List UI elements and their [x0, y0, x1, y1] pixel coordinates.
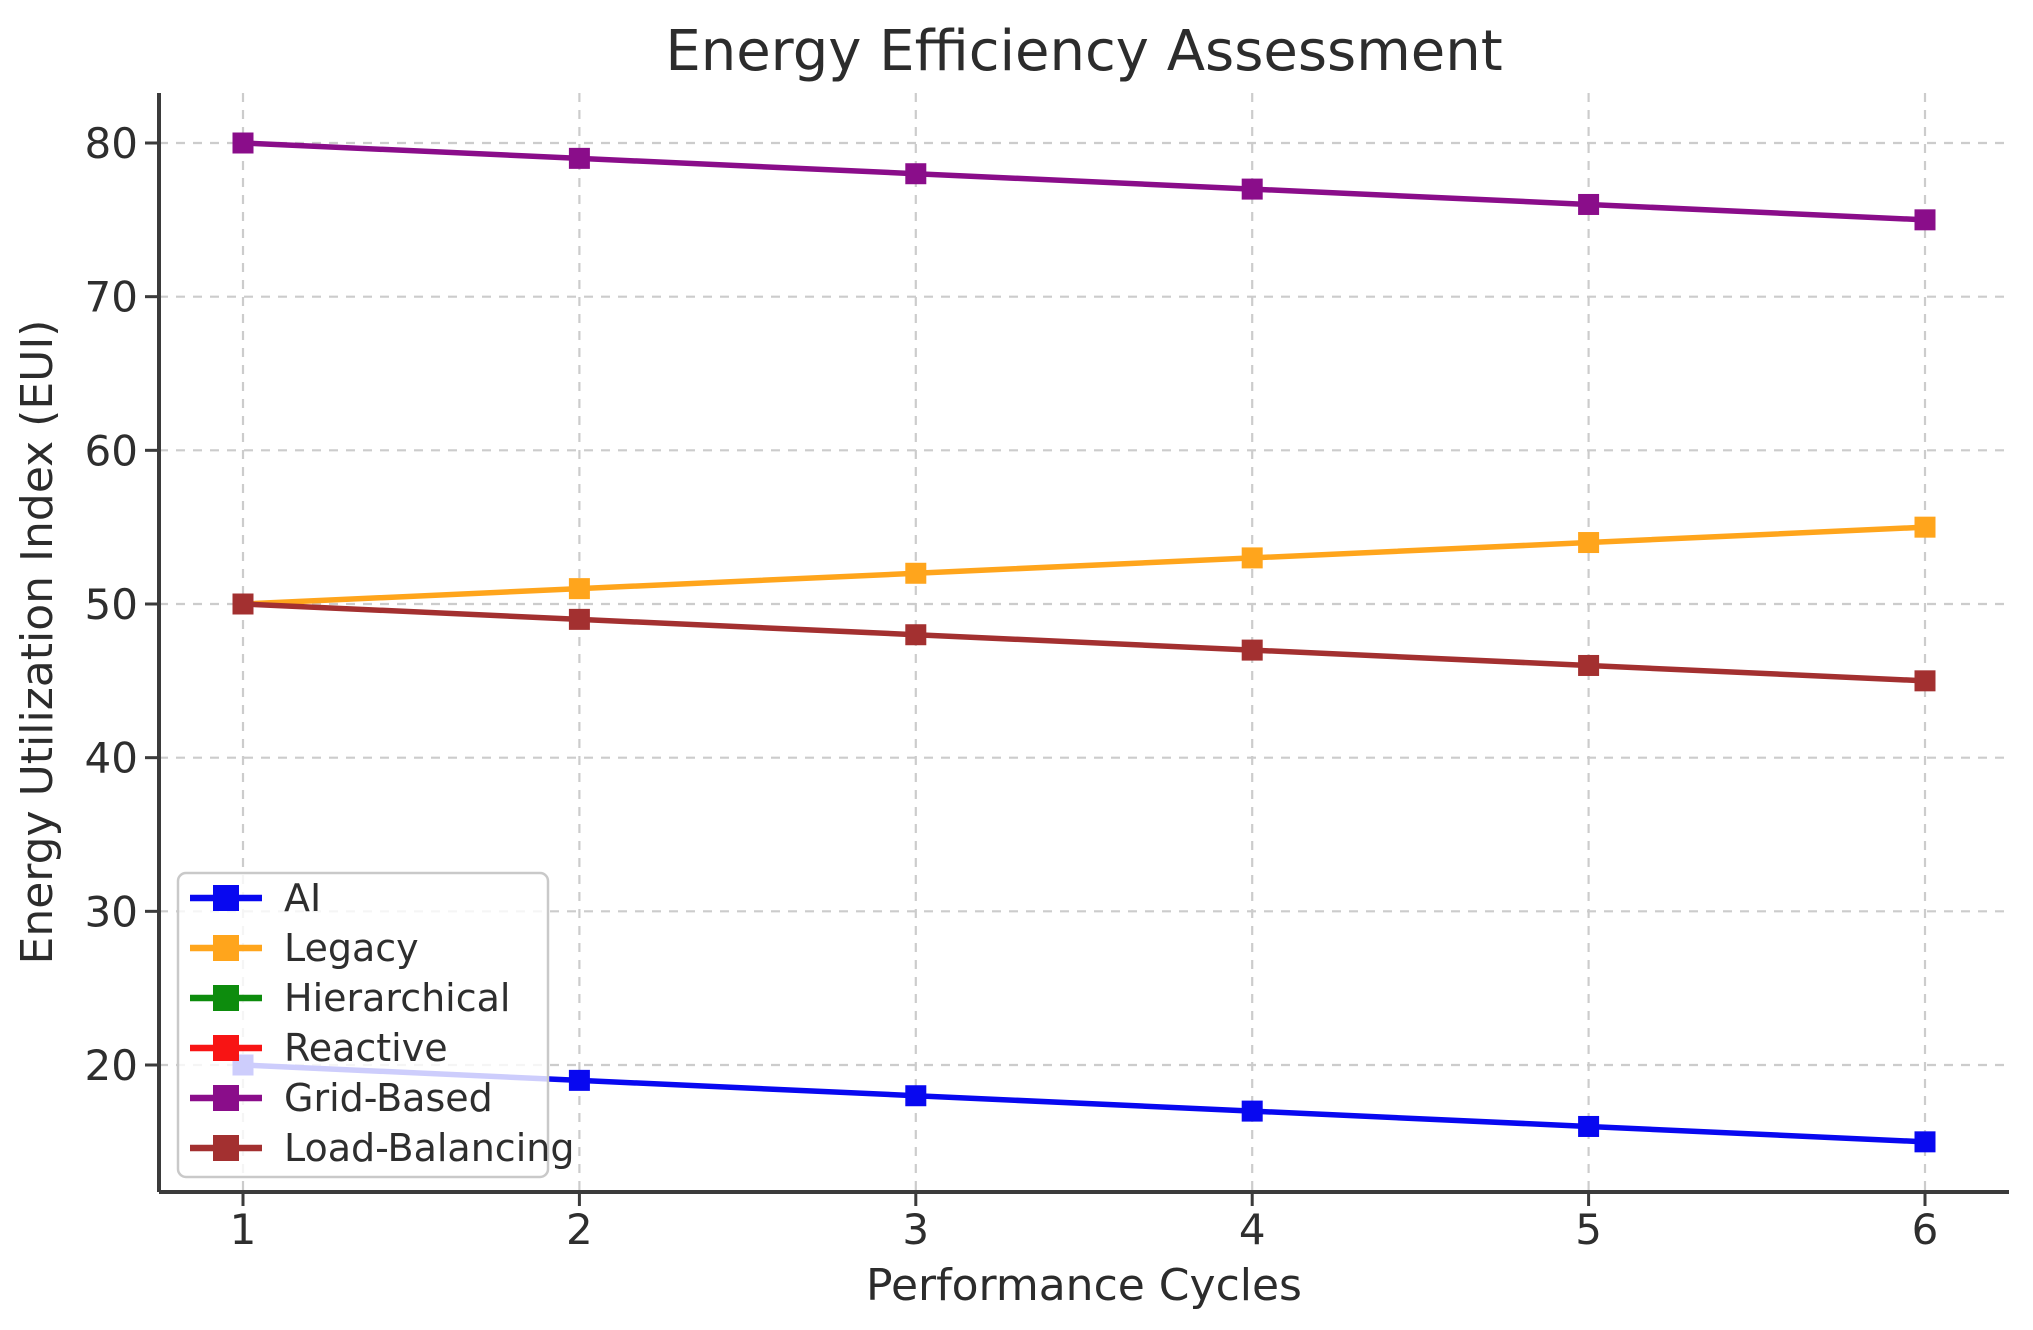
legend-sample-marker-load-balancing	[213, 1135, 239, 1161]
y-tick-label-30: 30	[85, 887, 138, 936]
y-tick-label-70: 70	[85, 273, 138, 322]
series-marker-grid-based-3	[905, 163, 927, 185]
series-marker-ai-4	[1241, 1100, 1263, 1122]
series-marker-load-balancing-3	[905, 624, 927, 646]
y-tick-label-60: 60	[85, 426, 138, 475]
series-marker-load-balancing-5	[1578, 654, 1600, 676]
legend-label-reactive: Reactive	[284, 1026, 448, 1070]
x-tick-label-6: 6	[1912, 1205, 1939, 1254]
x-tick-label-5: 5	[1575, 1205, 1602, 1254]
series-marker-legacy-3	[905, 562, 927, 584]
series-marker-load-balancing-6	[1914, 670, 1936, 692]
series-marker-legacy-5	[1578, 532, 1600, 554]
legend-sample-marker-reactive	[213, 1035, 239, 1061]
x-tick-label-2: 2	[566, 1205, 593, 1254]
y-tick-label-50: 50	[85, 580, 138, 629]
legend-label-ai: AI	[284, 876, 321, 920]
series-marker-ai-6	[1914, 1131, 1936, 1153]
series-marker-grid-based-6	[1914, 209, 1936, 231]
series-marker-load-balancing-1	[232, 593, 254, 615]
legend-label-hierarchical: Hierarchical	[284, 976, 510, 1020]
legend-sample-marker-ai	[213, 885, 239, 911]
series-line-legacy	[242, 524, 1926, 607]
series-marker-grid-based-1	[232, 132, 254, 154]
legend-label-load-balancing: Load-Balancing	[284, 1126, 574, 1170]
series-line-grid-based	[242, 140, 1926, 223]
legend-label-grid-based: Grid-Based	[284, 1076, 493, 1120]
y-tick-label-80: 80	[85, 119, 138, 168]
series-marker-legacy-4	[1241, 547, 1263, 569]
chart-title: Energy Efficiency Assessment	[665, 19, 1502, 84]
legend-sample-marker-grid-based	[213, 1085, 239, 1111]
legend-label-legacy: Legacy	[284, 926, 419, 970]
y-tick-label-40: 40	[85, 734, 138, 783]
y-tick-label-20: 20	[85, 1041, 138, 1090]
x-tick-label-1: 1	[230, 1205, 257, 1254]
series-marker-grid-based-4	[1241, 178, 1263, 200]
x-axis-label: Performance Cycles	[866, 1260, 1302, 1311]
y-axis-label: Energy Utilization Index (EUI)	[12, 320, 63, 965]
series-marker-load-balancing-2	[568, 608, 590, 630]
legend-sample-marker-legacy	[213, 935, 239, 961]
x-tick-label-4: 4	[1239, 1205, 1266, 1254]
x-tick-label-3: 3	[902, 1205, 929, 1254]
series-marker-ai-3	[905, 1085, 927, 1107]
legend-box	[176, 871, 550, 1179]
series-marker-ai-5	[1578, 1115, 1600, 1137]
series-marker-legacy-2	[568, 578, 590, 600]
series-marker-legacy-6	[1914, 516, 1936, 538]
series-line-load-balancing	[242, 601, 1926, 684]
series-marker-ai-2	[568, 1069, 590, 1091]
series-marker-load-balancing-4	[1241, 639, 1263, 661]
series-marker-grid-based-2	[568, 147, 590, 169]
legend-sample-marker-hierarchical	[213, 985, 239, 1011]
series-marker-grid-based-5	[1578, 193, 1600, 215]
chart-plot-area: AI Legacy Hierarchical Reactive Grid-Based Lo…	[85, 93, 2009, 1254]
